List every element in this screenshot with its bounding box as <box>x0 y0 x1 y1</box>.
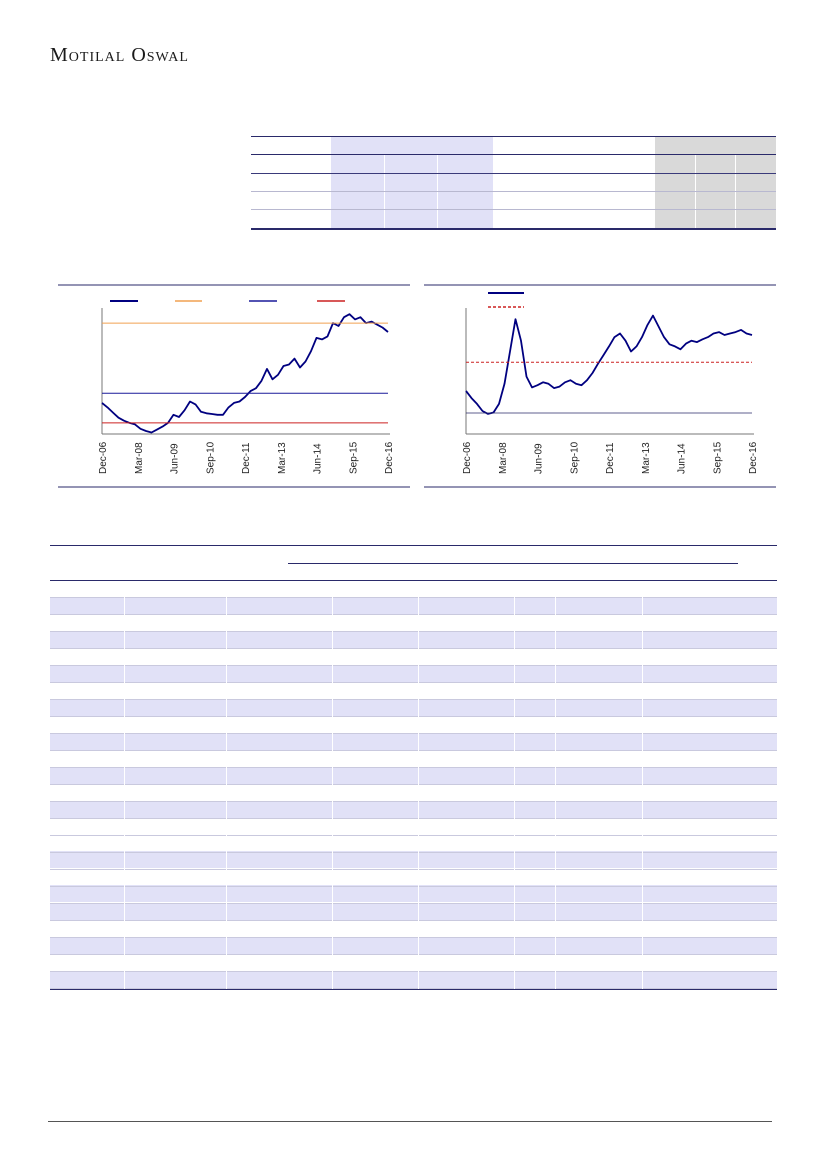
row-separator <box>50 954 777 955</box>
x-tick-label: Dec-16 <box>384 441 395 474</box>
row-separator <box>50 767 777 768</box>
summary-rule <box>251 209 776 210</box>
row-separator <box>50 852 777 853</box>
column-separator <box>642 581 643 989</box>
x-tick-label: Mar-13 <box>277 442 288 474</box>
summary-rule-top <box>251 136 776 137</box>
left-chart-svg: Dec-06 Mar-08 Jun-09 Sep-10 Dec-11 Mar-13 Jun-… <box>58 284 410 488</box>
x-tick-label: Dec-06 <box>98 441 109 474</box>
table-rule-bottom <box>50 989 777 990</box>
table-row <box>50 903 777 920</box>
row-separator <box>50 835 777 836</box>
summary-shade-gray <box>655 136 776 228</box>
row-separator <box>50 903 777 904</box>
table-row <box>50 971 777 988</box>
summary-rule-header <box>251 154 776 155</box>
table-row <box>50 631 777 648</box>
summary-table <box>251 136 776 230</box>
footer-rule <box>48 1121 772 1122</box>
column-separator <box>124 581 125 989</box>
summary-rule <box>251 173 776 174</box>
x-tick-label: Mar-13 <box>641 442 652 474</box>
row-separator <box>50 665 777 666</box>
x-tick-label: Dec-06 <box>462 441 473 474</box>
table-row <box>50 801 777 818</box>
row-separator <box>50 920 777 921</box>
right-chart: Dec-06 Mar-08 Jun-09 Sep-10 Dec-11 Mar-13 Jun-… <box>424 284 776 488</box>
series-line <box>465 314 753 415</box>
column-separator <box>226 581 227 989</box>
x-tick-label: Jun-14 <box>677 443 688 474</box>
x-tick-label: Sep-15 <box>712 441 723 474</box>
row-separator <box>50 937 777 938</box>
summary-rule <box>251 191 776 192</box>
table-rule-top <box>50 545 777 546</box>
row-separator <box>50 818 777 819</box>
table-row <box>50 767 777 784</box>
row-separator <box>50 631 777 632</box>
x-tick-label: Sep-15 <box>348 441 359 474</box>
table-row <box>50 851 777 868</box>
row-separator <box>50 597 777 598</box>
row-separator <box>50 988 777 989</box>
left-chart: Dec-06 Mar-08 Jun-09 Sep-10 Dec-11 Mar-13 Jun-… <box>58 284 410 488</box>
x-tick-label: Jun-09 <box>170 443 181 474</box>
row-separator <box>50 971 777 972</box>
table-row <box>50 665 777 682</box>
data-table <box>50 545 777 991</box>
row-separator <box>50 733 777 734</box>
table-group-rule <box>288 563 738 564</box>
x-tick-label: Jun-14 <box>313 443 324 474</box>
row-separator <box>50 869 777 870</box>
x-tick-label: Sep-10 <box>569 441 580 474</box>
x-tick-label: Dec-11 <box>241 442 252 474</box>
column-separator <box>514 581 515 989</box>
row-separator <box>50 750 777 751</box>
x-tick-label: Mar-08 <box>498 442 509 474</box>
table-row <box>50 885 777 902</box>
row-separator <box>50 716 777 717</box>
table-row <box>50 733 777 750</box>
row-separator <box>50 801 777 802</box>
x-tick-label: Mar-08 <box>134 442 145 474</box>
table-rule-header <box>50 580 777 581</box>
row-separator <box>50 699 777 700</box>
column-separator <box>555 581 556 989</box>
table-row <box>50 597 777 614</box>
column-separator <box>332 581 333 989</box>
row-separator <box>50 614 777 615</box>
brand-logo: Motilal Oswal <box>50 44 189 66</box>
summary-rule-bottom <box>251 228 776 230</box>
row-separator <box>50 682 777 683</box>
row-separator <box>50 648 777 649</box>
x-tick-label: Dec-16 <box>748 441 759 474</box>
x-tick-label: Jun-09 <box>534 443 545 474</box>
x-tick-label: Dec-11 <box>605 442 616 474</box>
series-line <box>101 313 389 434</box>
row-separator <box>50 886 777 887</box>
x-tick-label: Sep-10 <box>205 441 216 474</box>
column-separator <box>418 581 419 989</box>
summary-shade-blue <box>331 136 493 228</box>
right-chart-svg: Dec-06 Mar-08 Jun-09 Sep-10 Dec-11 Mar-13 Jun-… <box>424 284 776 488</box>
table-row <box>50 937 777 954</box>
table-row <box>50 699 777 716</box>
row-separator <box>50 784 777 785</box>
